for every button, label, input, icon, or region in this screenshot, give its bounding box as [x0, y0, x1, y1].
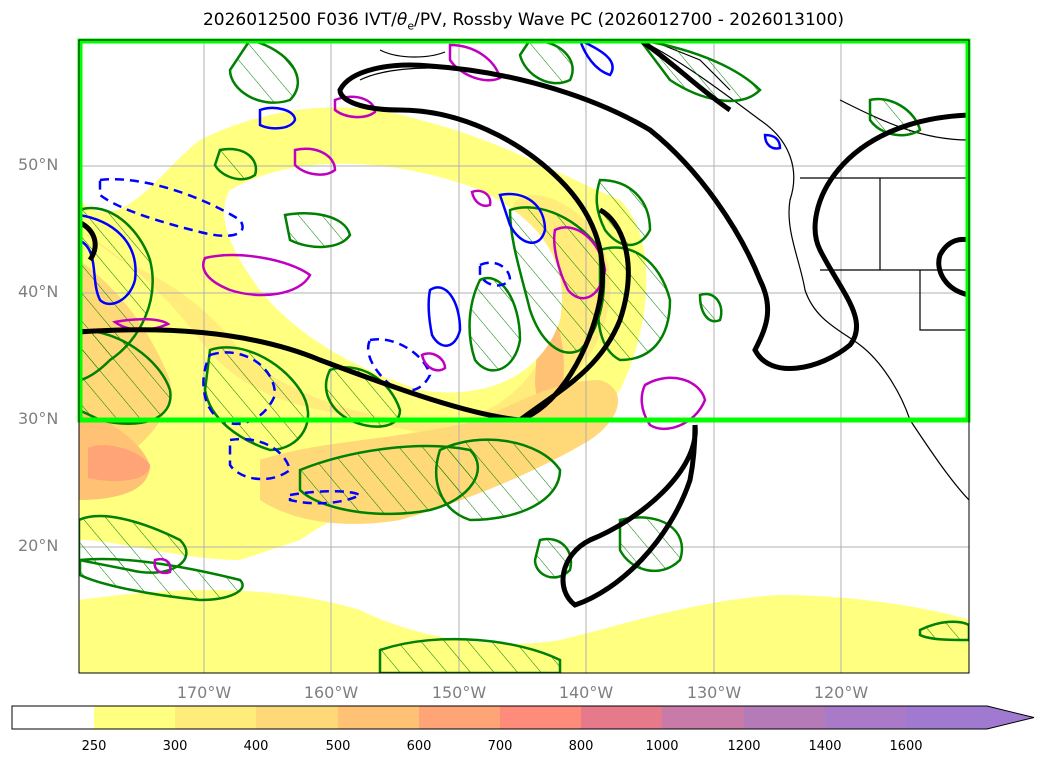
lon-label-150w: 150°W — [431, 683, 487, 702]
highlight-box — [77, 38, 971, 423]
colorbar-tick-800: 800 — [568, 739, 594, 754]
theta-e-dashed-contours — [98, 178, 512, 505]
pv-contours-hatched — [79, 40, 969, 673]
colorbar — [11, 705, 1035, 730]
colorbar-tick-700: 700 — [487, 739, 513, 754]
colorbar-tick-250: 250 — [81, 739, 107, 754]
title-suffix: /PV, Rossby Wave PC (2026012700 - 202601… — [414, 10, 845, 30]
lon-label-120w: 120°W — [813, 683, 869, 702]
colorbar-tick-1000: 1000 — [645, 739, 679, 754]
colorbar-tick-1400: 1400 — [808, 739, 842, 754]
colorbar-tick-300: 300 — [162, 739, 188, 754]
lon-label-130w: 130°W — [686, 683, 742, 702]
title-prefix: 2026012500 F036 IVT/ — [202, 10, 397, 30]
colorbar-tick-600: 600 — [406, 739, 432, 754]
lat-label-20n: 20°N — [18, 536, 59, 555]
lat-label-40n: 40°N — [18, 282, 59, 301]
colorbar-tick-1200: 1200 — [727, 739, 761, 754]
map-title: 2026012500 F036 IVT/θe/PV, Rossby Wave P… — [0, 10, 1047, 32]
ivt-band-250-south — [79, 590, 969, 673]
lon-label-140w: 140°W — [558, 683, 614, 702]
title-theta-sub: e — [407, 19, 415, 33]
theta-e-solid-contours — [79, 40, 782, 347]
lon-label-170w: 170°W — [176, 683, 232, 702]
colorbar-tick-1600: 1600 — [889, 739, 923, 754]
ivt-band-600 — [88, 445, 150, 482]
title-theta: θ — [396, 10, 408, 30]
magenta-contours — [112, 43, 707, 575]
colorbar-tick-500: 500 — [325, 739, 351, 754]
colorbar-tick-400: 400 — [243, 739, 269, 754]
lat-label-30n: 30°N — [18, 409, 59, 428]
lat-label-50n: 50°N — [18, 155, 59, 174]
map-frame — [78, 39, 970, 674]
lon-label-160w: 160°W — [303, 683, 359, 702]
